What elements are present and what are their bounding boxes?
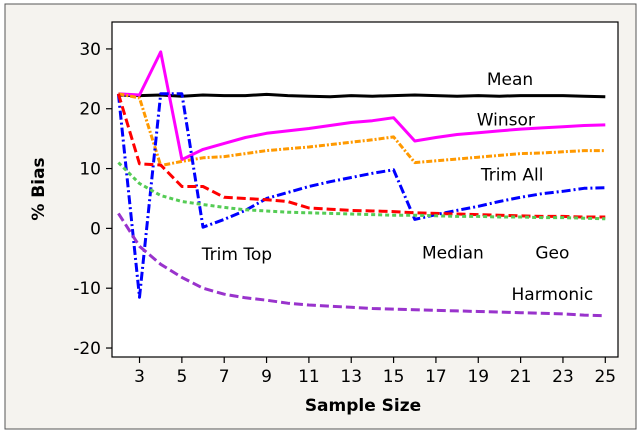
y-tick-label: -20 [73,339,101,359]
series-label-trim-top: Trim Top [201,245,272,265]
tick-layer: 3 5 7 9 11 13 15 17 19 21 23 25 -20 -10 0 10 20 30 [73,40,616,387]
x-tick-label: 23 [552,367,574,387]
x-tick-label: 13 [340,367,362,387]
series-line-mean [118,92,606,99]
x-tick-label: 17 [425,367,447,387]
series-line-trim-all [118,92,606,168]
series-label-harmonic: Harmonic [512,285,594,305]
series-line-winsor [118,50,606,162]
series-label-median: Median [422,243,484,263]
series-line-trim-top [116,92,606,299]
x-tick-label: 19 [467,367,489,387]
series-label-layer: Mean Winsor Trim All Trim Top Median Geo Harmo… [201,70,593,305]
x-tick-label: 11 [298,367,320,387]
plot-area [111,21,619,358]
x-tick-label: 9 [261,367,272,387]
y-tick-label: -10 [73,279,101,299]
x-tick-label: 3 [134,367,145,387]
y-axis-title: % Bias [29,157,49,220]
x-tick-label: 25 [594,367,616,387]
x-tick-label: 15 [383,367,405,387]
series-label-trim-all: Trim All [480,166,544,186]
x-tick-label: 5 [176,367,187,387]
series-layer [116,50,606,318]
x-tick-label: 7 [219,367,230,387]
y-tick-label: 30 [79,40,101,60]
series-label-geo: Geo [535,243,569,263]
y-tick-label: 10 [79,160,101,180]
y-tick-label: 20 [79,100,101,120]
x-tick-label: 21 [510,367,532,387]
series-label-mean: Mean [487,70,533,90]
series-line-geo [117,161,606,221]
series-line-median [116,93,606,219]
y-tick-label: 0 [90,219,101,239]
series-line-harmonic [117,212,606,318]
x-axis-title: Sample Size [305,396,421,416]
series-label-winsor: Winsor [477,110,535,130]
